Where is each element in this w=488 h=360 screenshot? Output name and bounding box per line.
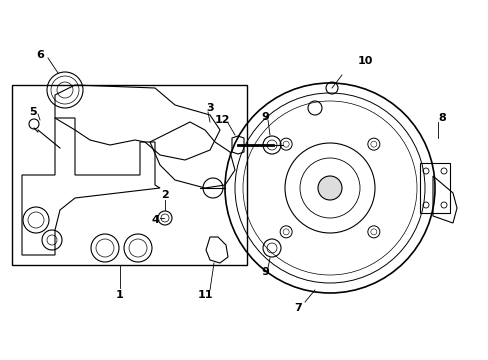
Text: 8: 8: [437, 113, 445, 123]
Text: 11: 11: [197, 290, 212, 300]
Text: 10: 10: [357, 56, 372, 66]
Bar: [419, 163, 449, 213]
Text: 1: 1: [116, 290, 123, 300]
Text: 3: 3: [206, 103, 213, 113]
Circle shape: [317, 176, 341, 200]
Text: 7: 7: [293, 303, 301, 313]
Text: 9: 9: [261, 267, 268, 277]
Text: 6: 6: [36, 50, 44, 60]
Text: 2: 2: [161, 190, 168, 200]
Text: 12: 12: [214, 115, 229, 125]
Text: 9: 9: [261, 112, 268, 122]
Bar: [12, 85, 246, 265]
Text: 4: 4: [151, 215, 159, 225]
Text: 5: 5: [29, 107, 37, 117]
